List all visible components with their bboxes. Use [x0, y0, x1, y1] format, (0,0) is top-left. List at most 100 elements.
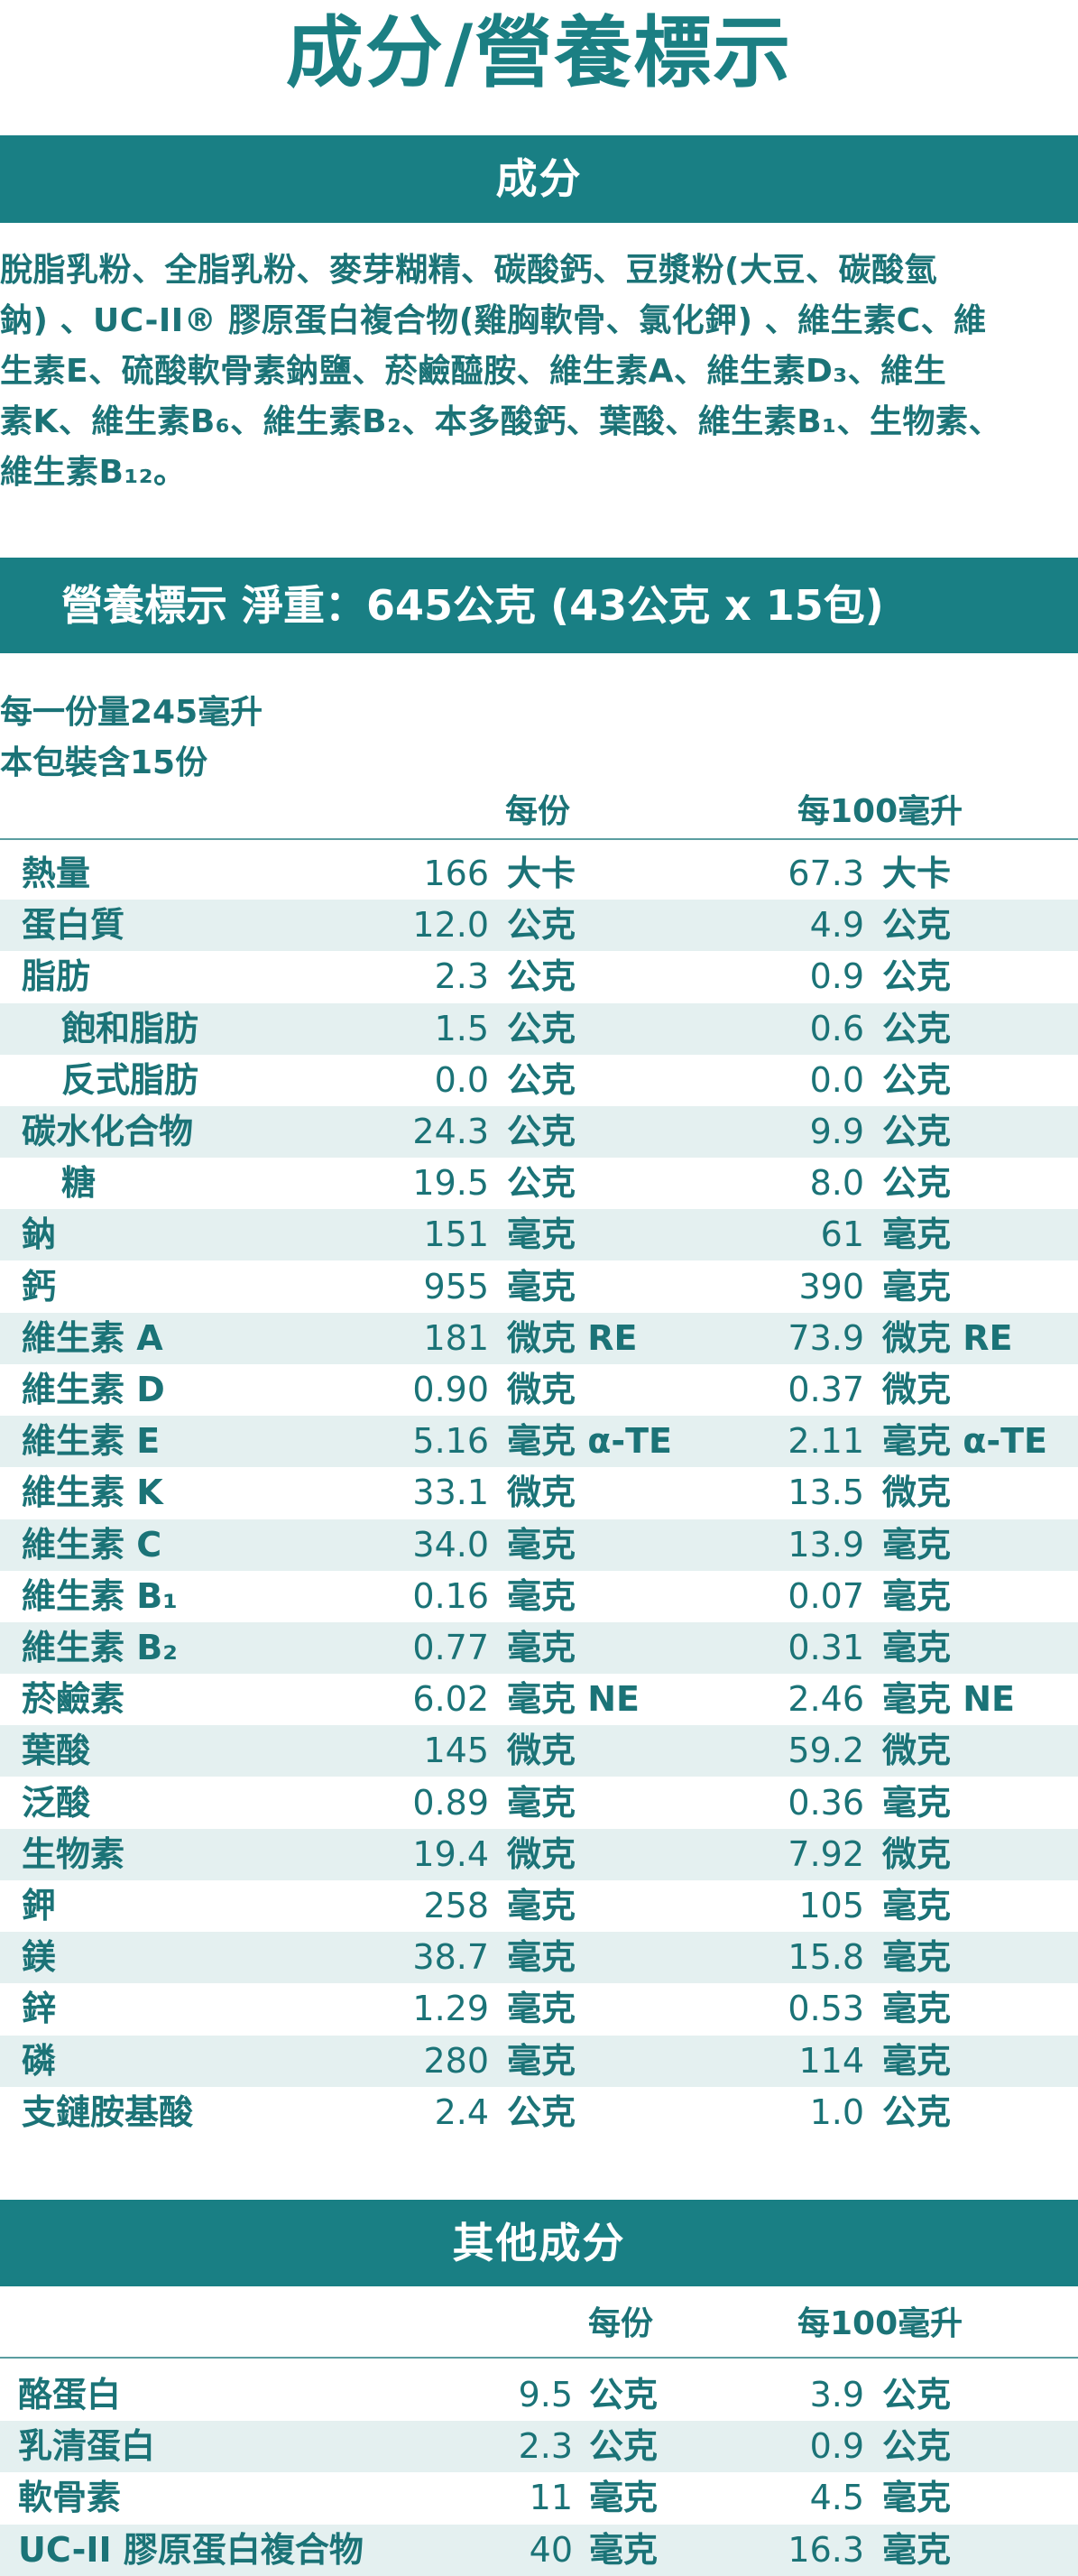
per-serving-unit: 大卡 [507, 854, 576, 893]
per-100ml-value: 13.5 [788, 1473, 864, 1513]
per-100ml-value: 0.9 [809, 956, 864, 997]
table-row: 乳清蛋白 2.3 公克 0.9 公克 [0, 2421, 1078, 2473]
per-serving-value: 19.4 [412, 1833, 489, 1874]
nutrient-name: 維生素 B₂ [22, 1628, 178, 1667]
per-serving-unit: 公克 [589, 2426, 659, 2467]
nutrient-name: 磷 [22, 2040, 57, 2081]
per-serving-unit: 毫克 [507, 1989, 576, 2029]
per-100ml-unit: 毫克 [882, 1886, 952, 1925]
per-serving-unit: 毫克 [507, 1266, 576, 1306]
table-row: 鋅 1.29 毫克 0.53 毫克 [0, 1983, 1078, 2035]
table-row: 鈉 151 毫克 61 毫克 [0, 1209, 1078, 1261]
table-row: 維生素 E 5.16 毫克 α-TE 2.11 毫克 α-TE [0, 1416, 1078, 1468]
nutrient-name: 碳水化合物 [22, 1112, 194, 1151]
per-100ml-value: 3.9 [809, 2375, 864, 2414]
per-100ml-unit: 公克 [882, 2091, 952, 2132]
per-serving-unit: 公克 [507, 1059, 576, 1100]
per-100ml-unit: 公克 [882, 2375, 952, 2414]
per-serving-value: 12.0 [412, 905, 489, 946]
per-serving-value: 258 [423, 1886, 489, 1925]
per-serving-value: 166 [423, 854, 489, 893]
per-serving-value: 1.5 [434, 1008, 489, 1048]
table-row: 維生素 C 34.0 毫克 13.9 毫克 [0, 1519, 1078, 1571]
ingredients-line: 脫脂乳粉、全脂乳粉、麥芽糊精、碳酸鈣、豆漿粉(大豆、碳酸氫 [0, 252, 937, 289]
nutrient-name: 維生素 E [22, 1421, 161, 1462]
page-title: 成分/營養標示 [285, 8, 793, 98]
per-100ml-unit: 毫克 [882, 1628, 952, 1667]
per-serving-unit: 公克 [507, 956, 576, 997]
per-100ml-unit: 毫克 [882, 1989, 952, 2029]
nutrient-name: 泛酸 [22, 1782, 91, 1823]
other-per-serving-header: 每份 [588, 2305, 654, 2342]
per-serving-value: 2.3 [518, 2426, 573, 2467]
per-100ml-value: 0.53 [788, 1989, 864, 2029]
nutrient-name: 酪蛋白 [18, 2375, 122, 2414]
per-serving-unit: 公克 [507, 905, 576, 946]
per-serving-value: 280 [423, 2040, 489, 2081]
per-serving-value: 40 [529, 2529, 573, 2570]
per-100ml-unit: 毫克 [882, 1214, 952, 1255]
per-100ml-unit: 毫克 [882, 1937, 952, 1978]
table-row: 軟骨素 11 毫克 4.5 毫克 [0, 2472, 1078, 2524]
header-divider [0, 838, 1078, 840]
per-serving-value: 33.1 [412, 1473, 489, 1513]
per-serving-unit: 公克 [507, 1112, 576, 1151]
per-serving-value: 0.77 [412, 1628, 489, 1667]
per-serving-value: 1.29 [412, 1989, 489, 2029]
servings-per-pack: 本包裝含15份 [0, 744, 208, 781]
per-serving-value: 0.89 [412, 1782, 489, 1823]
per-100ml-unit: 公克 [882, 1008, 952, 1048]
per-serving-value: 2.4 [434, 2091, 489, 2132]
nutrient-name: 支鏈胺基酸 [22, 2091, 194, 2132]
per-serving-unit: 毫克 [507, 2040, 576, 2081]
nutrient-name: 維生素 K [22, 1473, 163, 1513]
nutrient-name: 菸鹼素 [22, 1679, 125, 1720]
per-serving-unit: 毫克 α-TE [507, 1421, 672, 1462]
per-100ml-unit: 毫克 [882, 1575, 952, 1616]
table-row: 維生素 B₂ 0.77 毫克 0.31 毫克 [0, 1622, 1078, 1674]
nutrient-name: 鈣 [22, 1266, 57, 1306]
per-serving-value: 0.0 [434, 1059, 489, 1100]
per-100ml-value: 105 [798, 1886, 864, 1925]
per-serving-unit: 微克 [507, 1370, 576, 1409]
table-row: 糖 19.5 公克 8.0 公克 [0, 1158, 1078, 1209]
nutrient-name: 糖 [61, 1163, 97, 1204]
per-serving-value: 38.7 [412, 1937, 489, 1978]
per-100ml-value: 73.9 [788, 1317, 864, 1358]
per-100ml-value: 0.07 [788, 1575, 864, 1616]
ingredients-line: 素K、維生素B₆、維生素B₂、本多酸鈣、葉酸、維生素B₁、生物素、 [0, 403, 1002, 440]
per-100ml-unit: 大卡 [882, 854, 952, 893]
nutrient-name: 生物素 [22, 1833, 125, 1874]
per-100ml-value: 59.2 [788, 1731, 864, 1771]
nutrient-name: 熱量 [22, 854, 91, 893]
per-serving-value: 145 [423, 1731, 489, 1771]
table-row: 鎂 38.7 毫克 15.8 毫克 [0, 1932, 1078, 1984]
other-header-divider [0, 2357, 1078, 2359]
per-serving-unit: 毫克 [507, 1782, 576, 1823]
per-serving-value: 955 [423, 1266, 489, 1306]
per-100ml-unit: 微克 [882, 1370, 952, 1409]
per-100ml-unit: 毫克 [882, 1524, 952, 1565]
per-serving-value: 19.5 [412, 1163, 489, 1204]
ingredients-text: 脫脂乳粉、全脂乳粉、麥芽糊精、碳酸鈣、豆漿粉(大豆、碳酸氫 鈉) 、UC-II®… [0, 245, 1073, 498]
per-100ml-value: 1.0 [809, 2091, 864, 2132]
nutrient-name: 反式脂肪 [61, 1059, 199, 1100]
table-row: 菸鹼素 6.02 毫克 NE 2.46 毫克 NE [0, 1674, 1078, 1725]
per-serving-unit: 微克 [507, 1473, 576, 1513]
table-row: UC-II 膠原蛋白複合物 40 毫克 16.3 毫克 [0, 2524, 1078, 2576]
table-row: 飽和脂肪 1.5 公克 0.6 公克 [0, 1002, 1078, 1055]
nutrient-name: 乳清蛋白 [18, 2426, 156, 2467]
table-row: 支鏈胺基酸 2.4 公克 1.0 公克 [0, 2087, 1078, 2138]
per-100ml-unit: 毫克 [882, 1782, 952, 1823]
table-row: 磷 280 毫克 114 毫克 [0, 2035, 1078, 2087]
per-serving-unit: 毫克 [507, 1886, 576, 1925]
per-100ml-value: 0.37 [788, 1370, 864, 1409]
per-serving-value: 9.5 [518, 2375, 573, 2414]
per-serving-value: 5.16 [412, 1421, 489, 1462]
per-serving-unit: 毫克 [589, 2478, 659, 2518]
per-serving-header: 每份 [505, 793, 571, 830]
per-100ml-unit: 公克 [882, 2426, 952, 2467]
per-100ml-value: 390 [798, 1266, 864, 1306]
nutrition-heading: 營養標示 淨重：645公克 (43公克 x 15包) [0, 558, 1078, 653]
per-serving-unit: 毫克 [507, 1575, 576, 1616]
